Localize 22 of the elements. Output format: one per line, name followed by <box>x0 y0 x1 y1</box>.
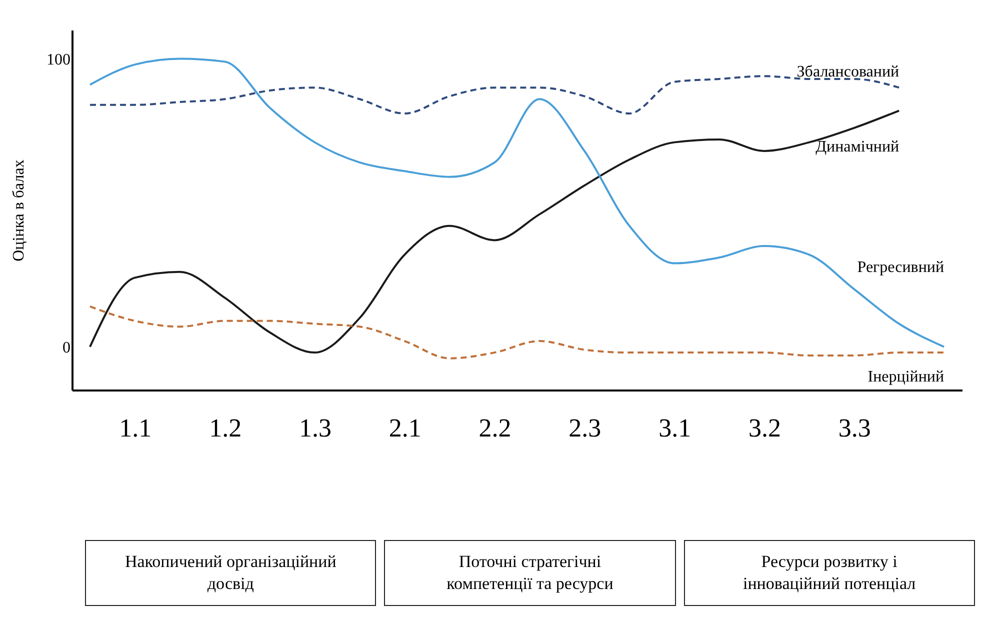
text: Накопичений організаційний досвід <box>85 540 376 606</box>
line-series <box>88 75 900 115</box>
x-tick-label: 2.2 <box>478 414 512 442</box>
x-tick-label: 2.1 <box>388 414 422 442</box>
y-axis-title: Оцінка в балах <box>10 160 28 262</box>
line-series <box>88 58 946 348</box>
text: Ресурси розвитку і інноваційний потенціал <box>684 540 975 606</box>
line-series <box>88 305 946 360</box>
x-tick-label: 3.2 <box>748 414 781 442</box>
text: Поточні стратегічні компетенції та ресурси <box>384 540 676 606</box>
x-tick-label: 1.2 <box>209 414 242 442</box>
series-label: Інерційний <box>868 368 944 386</box>
x-tick-label: 2.3 <box>568 414 602 442</box>
x-tick-label: 3.1 <box>658 414 692 442</box>
y-tick-label: 0 <box>62 339 70 356</box>
series-label: Збалансований <box>796 64 900 81</box>
x-tick-label: 1.3 <box>298 414 332 442</box>
x-tick-label: 3.3 <box>838 414 871 442</box>
y-tick-label: 100 <box>46 51 70 68</box>
x-tick-label: 1.1 <box>119 414 152 442</box>
series-label: Динамічний <box>816 138 900 156</box>
series-label: Регресивний <box>857 258 944 276</box>
